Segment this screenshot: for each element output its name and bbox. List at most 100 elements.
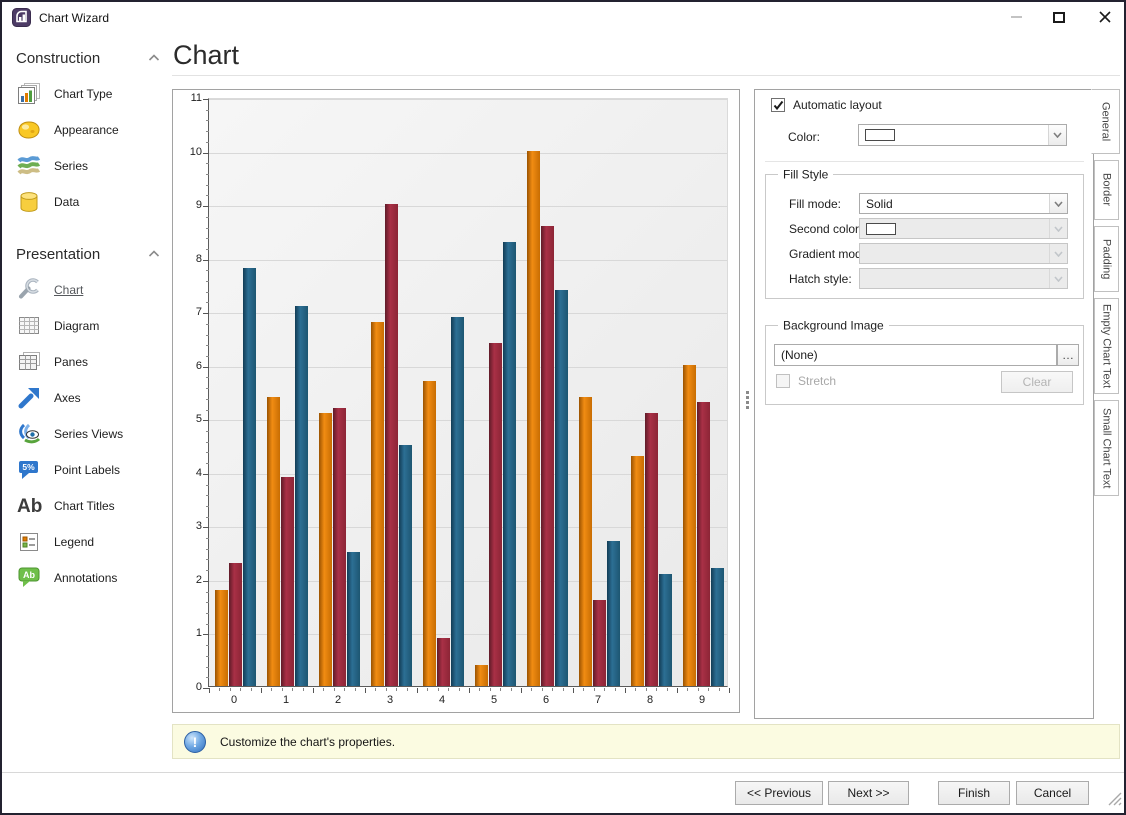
x-minor-tick bbox=[614, 688, 616, 691]
x-minor-tick bbox=[292, 688, 294, 691]
maximize-button[interactable] bbox=[1042, 2, 1076, 32]
gridline bbox=[209, 366, 727, 368]
sidebar-item-diagram[interactable]: Diagram bbox=[2, 308, 172, 344]
bar-series-2-cat2 bbox=[332, 407, 346, 686]
sidebar-item-appearance[interactable]: Appearance bbox=[2, 112, 172, 148]
y-major-tick bbox=[203, 259, 209, 261]
tab-general[interactable]: General bbox=[1091, 89, 1120, 154]
svg-text:5%: 5% bbox=[22, 462, 35, 472]
finish-button[interactable]: Finish bbox=[938, 781, 1010, 805]
y-minor-tick bbox=[206, 430, 209, 432]
sidebar-item-label: Chart Type bbox=[54, 87, 113, 101]
sidebar-group-presentation[interactable]: Presentation bbox=[16, 242, 160, 266]
panel-splitter[interactable] bbox=[745, 391, 749, 411]
x-minor-tick bbox=[281, 688, 283, 691]
chevron-down-icon[interactable] bbox=[1049, 194, 1067, 213]
y-axis-label: 11 bbox=[190, 92, 202, 104]
bar-series-2-cat6 bbox=[540, 225, 554, 686]
y-axis-label: 3 bbox=[195, 520, 202, 533]
y-major-tick bbox=[203, 366, 209, 368]
chevron-up-icon[interactable] bbox=[148, 49, 160, 67]
x-minor-tick bbox=[271, 688, 273, 691]
chevron-down-icon[interactable] bbox=[1048, 125, 1066, 145]
gridline bbox=[209, 580, 727, 582]
bar-series-3-cat1 bbox=[294, 305, 308, 686]
sidebar-item-series-views[interactable]: Series Views bbox=[2, 416, 172, 452]
next-button[interactable]: Next >> bbox=[828, 781, 909, 805]
svg-text:Ab: Ab bbox=[17, 496, 42, 517]
sidebar-item-annotations[interactable]: Ab Annotations bbox=[2, 560, 172, 596]
bar-series-3-cat0 bbox=[242, 268, 256, 686]
sidebar-item-axes[interactable]: Axes bbox=[2, 380, 172, 416]
sidebar-item-panes[interactable]: Panes bbox=[2, 344, 172, 380]
minimize-button[interactable] bbox=[999, 2, 1033, 32]
x-major-tick bbox=[209, 688, 210, 693]
sidebar-item-legend[interactable]: Legend bbox=[2, 524, 172, 560]
tab-padding[interactable]: Padding bbox=[1094, 226, 1119, 292]
browse-button[interactable]: … bbox=[1057, 344, 1079, 366]
titlebar[interactable]: Chart Wizard bbox=[2, 2, 1124, 34]
x-minor-tick bbox=[489, 688, 491, 691]
bar-series-2-cat5 bbox=[488, 343, 502, 686]
y-minor-tick bbox=[206, 452, 209, 454]
y-axis-label: 10 bbox=[189, 145, 202, 158]
y-minor-tick bbox=[206, 377, 209, 379]
color-group bbox=[765, 116, 1084, 162]
combobox-fill-mode[interactable]: Solid bbox=[859, 193, 1068, 214]
sidebar-item-chart[interactable]: Chart bbox=[2, 272, 172, 308]
sidebar-item-point-labels[interactable]: 5% Point Labels bbox=[2, 452, 172, 488]
y-major-tick bbox=[203, 420, 209, 422]
x-minor-tick bbox=[240, 688, 242, 691]
sidebar-item-chart-type[interactable]: Chart Type bbox=[2, 76, 172, 112]
x-major-tick bbox=[677, 688, 678, 693]
legend-icon bbox=[16, 529, 42, 555]
bar-series-1-cat4 bbox=[422, 380, 436, 686]
resize-grip-icon[interactable] bbox=[1107, 791, 1122, 811]
title-divider bbox=[172, 75, 1120, 76]
close-button[interactable] bbox=[1088, 2, 1122, 32]
tab-border[interactable]: Border bbox=[1094, 160, 1119, 220]
sidebar-item-label: Point Labels bbox=[54, 463, 121, 477]
y-minor-tick bbox=[206, 645, 209, 647]
y-major-tick bbox=[203, 527, 209, 529]
bar-series-2-cat3 bbox=[384, 204, 398, 686]
combobox-hatch-style bbox=[859, 268, 1068, 289]
y-major-tick bbox=[203, 152, 209, 154]
tab-small-chart-text[interactable]: Small Chart Text bbox=[1094, 400, 1119, 496]
sidebar-item-label: Chart bbox=[54, 283, 84, 297]
sidebar-item-label: Annotations bbox=[54, 571, 118, 585]
y-minor-tick bbox=[206, 388, 209, 390]
bar-series-2-cat8 bbox=[644, 412, 658, 686]
y-minor-tick bbox=[206, 666, 209, 668]
y-minor-tick bbox=[206, 441, 209, 443]
background-image-group: Background Image (None) … Stretch Clear bbox=[765, 318, 1084, 405]
x-major-tick bbox=[261, 688, 262, 693]
sidebar-group-construction[interactable]: Construction bbox=[16, 46, 160, 70]
cancel-button[interactable]: Cancel bbox=[1016, 781, 1089, 805]
sidebar-item-data[interactable]: Data bbox=[2, 184, 172, 220]
previous-button[interactable]: << Previous bbox=[735, 781, 823, 805]
x-axis-label: 7 bbox=[594, 694, 602, 706]
gridline bbox=[209, 527, 727, 529]
background-image-field[interactable]: (None) bbox=[774, 344, 1057, 366]
tab-empty-chart-text[interactable]: Empty Chart Text bbox=[1094, 298, 1119, 394]
bar-series-1-cat5 bbox=[474, 664, 488, 686]
color-combobox[interactable] bbox=[858, 124, 1067, 146]
y-minor-tick bbox=[206, 495, 209, 497]
chevron-up-icon[interactable] bbox=[148, 245, 160, 263]
sidebar-item-chart-titles[interactable]: Ab Chart Titles bbox=[2, 488, 172, 524]
chevron-down-icon bbox=[1049, 269, 1067, 288]
sidebar-item-series[interactable]: Series bbox=[2, 148, 172, 184]
y-major-tick bbox=[203, 473, 209, 475]
automatic-layout-checkbox[interactable]: Automatic layout bbox=[771, 98, 882, 112]
bar-series-1-cat0 bbox=[214, 589, 228, 686]
bar-series-3-cat5 bbox=[502, 241, 516, 686]
y-major-tick bbox=[203, 99, 209, 100]
stretch-checkbox: Stretch bbox=[776, 374, 836, 388]
y-minor-tick bbox=[206, 516, 209, 518]
y-minor-tick bbox=[206, 302, 209, 304]
y-minor-tick bbox=[206, 677, 209, 679]
x-minor-tick bbox=[593, 688, 595, 691]
y-axis-label: 8 bbox=[195, 252, 202, 265]
y-minor-tick bbox=[206, 623, 209, 625]
